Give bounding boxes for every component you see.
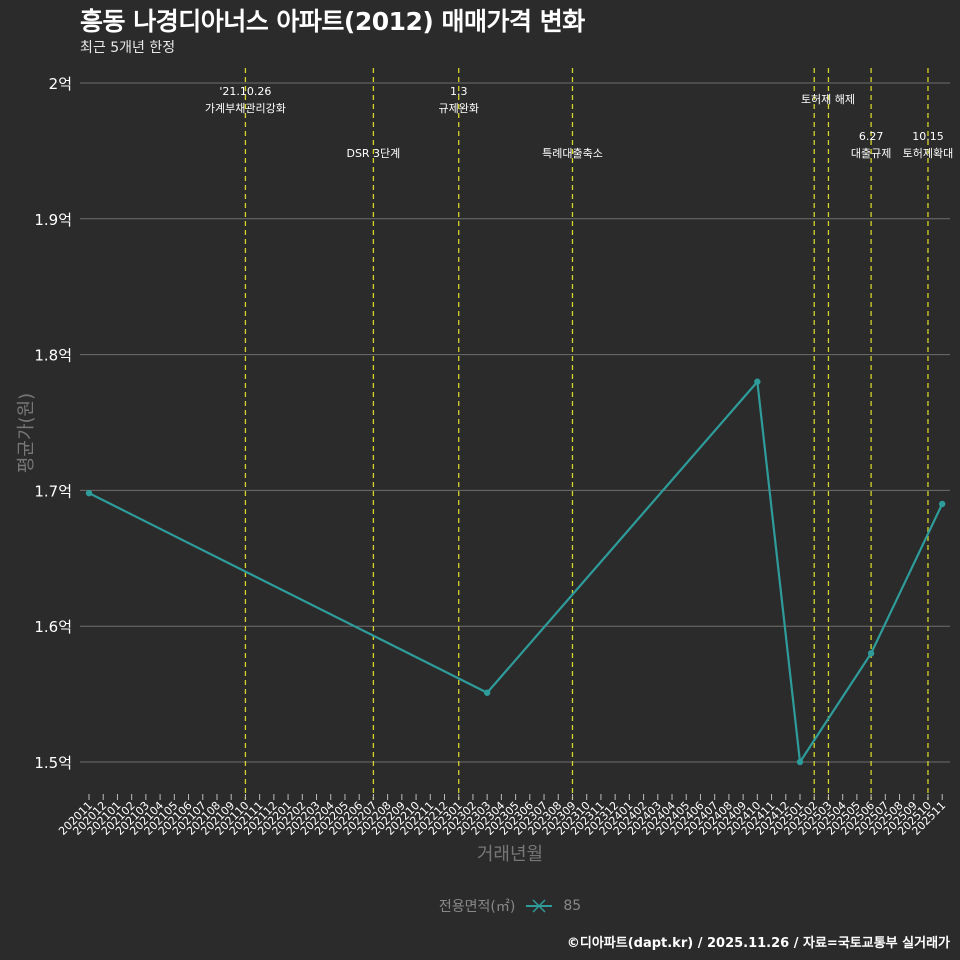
legend-title: 전용면적(㎡) [438,899,516,915]
event-name-label: 특례대출축소 [542,147,603,160]
x-axis-ticks: 2020112020122021012021022021032021042021… [56,794,948,838]
event-date-label: '21.10.26 [219,85,271,98]
event-date-label: 10.15 [912,130,944,143]
y-tick-label: 1.9억 [34,211,72,229]
data-point [796,758,804,766]
event-name-label: 대출규제 [851,147,891,160]
y-gridlines [80,82,950,763]
y-tick-label: 1.5억 [34,754,72,772]
data-point [483,689,491,696]
y-tick-label: 1.6억 [34,618,72,636]
event-date-label: 6.27 [859,130,884,143]
x-axis-label: 거래년월 [476,844,544,865]
data-point [85,489,93,497]
policy-event-lines [244,68,929,800]
legend-item-85: 85 [563,898,582,914]
event-name-label: 토허제 해제 [801,92,855,106]
data-point [867,650,875,657]
event-name-label: 규제완화 [438,102,478,115]
data-point [754,378,761,385]
chart-subtitle: 최근 5개년 한정 [80,40,176,56]
y-tick-label: 1.8억 [34,347,72,365]
y-axis-ticks: 1.5억 1.6억 1.7억 1.8억 1.9억 2억 [34,75,72,772]
chart-title: 흥동 나경디아너스 아파트(2012) 매매가격 변화 [80,7,585,36]
y-tick-label: 1.7억 [34,482,72,500]
event-name-label: 가계부채관리강화 [205,102,286,115]
y-tick-label: 2억 [49,75,72,93]
price-series-85 [85,378,946,766]
event-name-label: DSR 3단계 [346,147,400,160]
y-axis-label: 평균가(원) [16,392,37,474]
legend-line-icon [526,899,553,913]
event-name-label: 토허제확대 [903,147,954,160]
legend: 전용면적(㎡) 85 [0,896,960,916]
data-point [939,500,946,508]
source-caption: ©디아파트(dapt.kr) / 2025.11.26 / 자료=국토교통부 실… [566,936,950,951]
event-date-label: 1.3 [450,85,468,98]
